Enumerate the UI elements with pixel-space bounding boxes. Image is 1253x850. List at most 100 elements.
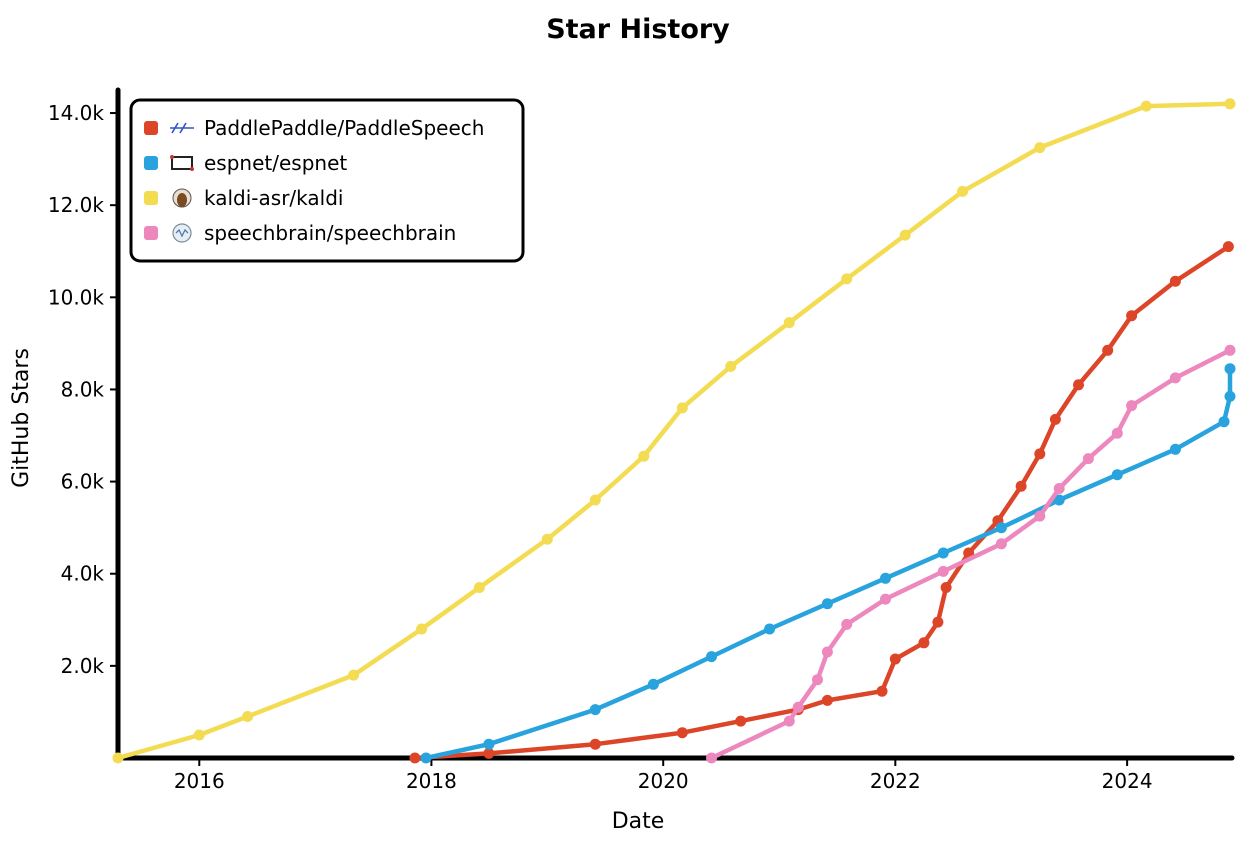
legend-swatch bbox=[144, 226, 158, 240]
data-point bbox=[676, 727, 688, 739]
data-point bbox=[638, 450, 650, 462]
data-point bbox=[416, 623, 428, 635]
data-point bbox=[112, 752, 124, 764]
data-point bbox=[725, 360, 737, 372]
data-point bbox=[899, 229, 911, 241]
data-point bbox=[1073, 379, 1084, 391]
series-line bbox=[423, 366, 1233, 761]
data-point bbox=[1049, 413, 1061, 425]
data-point bbox=[483, 747, 495, 759]
data-point bbox=[995, 538, 1007, 550]
data-point bbox=[841, 618, 853, 630]
data-point bbox=[1082, 453, 1094, 465]
data-point bbox=[1126, 400, 1138, 412]
data-point bbox=[783, 317, 795, 329]
x-tick-label: 2024 bbox=[1102, 769, 1153, 793]
data-point bbox=[995, 522, 1007, 534]
data-point bbox=[841, 273, 853, 285]
data-point bbox=[647, 678, 659, 690]
data-point bbox=[483, 738, 495, 750]
data-point bbox=[420, 752, 432, 764]
x-tick-label: 2022 bbox=[870, 769, 921, 793]
data-point bbox=[706, 752, 717, 764]
data-point bbox=[676, 402, 688, 414]
data-point bbox=[541, 533, 553, 545]
series-lines bbox=[112, 98, 1236, 764]
legend-label: espnet/espnet bbox=[204, 151, 347, 175]
data-point bbox=[1169, 372, 1181, 384]
legend-item: speechbrain/speechbrain bbox=[144, 221, 456, 245]
data-point bbox=[783, 715, 795, 727]
data-point bbox=[889, 653, 901, 665]
y-tick-label: 8.0k bbox=[61, 377, 105, 401]
legend-label: speechbrain/speechbrain bbox=[204, 221, 456, 245]
kaldi-avatar-icon bbox=[172, 188, 192, 208]
data-point bbox=[937, 547, 949, 559]
data-point bbox=[1224, 98, 1236, 110]
data-point bbox=[589, 704, 601, 716]
legend-item: espnet/espnet bbox=[144, 151, 347, 175]
legend-swatch bbox=[144, 156, 158, 170]
series-0 bbox=[409, 241, 1234, 764]
data-point bbox=[792, 701, 804, 713]
data-point bbox=[1034, 510, 1046, 522]
legend-item: kaldi-asr/kaldi bbox=[144, 186, 343, 210]
y-tick-label: 4.0k bbox=[61, 562, 105, 586]
data-point bbox=[1224, 390, 1236, 402]
series-2 bbox=[112, 98, 1236, 764]
data-point bbox=[348, 669, 360, 681]
data-point bbox=[821, 598, 833, 610]
data-point bbox=[880, 593, 891, 605]
data-point bbox=[812, 674, 823, 686]
data-point bbox=[932, 616, 944, 628]
y-axis-ticks: 2.0k 4.0k 6.0k 8.0k 10.0k 12.0k 14.0k bbox=[48, 101, 118, 678]
data-point bbox=[821, 646, 833, 658]
y-tick-label: 10.0k bbox=[48, 285, 105, 309]
data-point bbox=[242, 711, 254, 722]
data-point bbox=[1111, 427, 1123, 439]
data-point bbox=[1102, 344, 1114, 356]
chart-title: Star History bbox=[546, 14, 730, 45]
y-tick-label: 2.0k bbox=[61, 654, 105, 678]
data-point bbox=[876, 685, 888, 697]
paddlespeech-avatar-icon bbox=[170, 122, 194, 134]
data-point bbox=[589, 494, 601, 506]
data-point bbox=[193, 729, 205, 741]
espnet-avatar-icon bbox=[170, 155, 194, 171]
series-line bbox=[412, 244, 1231, 761]
data-point bbox=[957, 185, 969, 197]
legend-label: PaddlePaddle/PaddleSpeech bbox=[204, 116, 484, 140]
data-point bbox=[937, 565, 949, 577]
legend-swatch bbox=[144, 121, 158, 135]
data-point bbox=[1034, 448, 1046, 460]
data-point bbox=[1015, 480, 1027, 492]
x-tick-label: 2020 bbox=[638, 769, 689, 793]
data-point bbox=[1222, 241, 1234, 253]
legend-swatch bbox=[144, 191, 158, 205]
series-line bbox=[115, 101, 1233, 761]
legend-box bbox=[129, 98, 525, 263]
data-point bbox=[940, 582, 952, 593]
data-point bbox=[409, 752, 421, 764]
x-tick-label: 2018 bbox=[406, 769, 457, 793]
legend-item: PaddlePaddle/PaddleSpeech bbox=[144, 116, 484, 140]
y-axis-title: GitHub Stars bbox=[9, 348, 34, 488]
data-point bbox=[764, 623, 776, 635]
legend-label: kaldi-asr/kaldi bbox=[204, 186, 343, 210]
data-point bbox=[1218, 416, 1230, 428]
data-point bbox=[473, 582, 485, 593]
data-point bbox=[918, 637, 930, 649]
y-tick-label: 12.0k bbox=[48, 193, 105, 217]
series-3 bbox=[706, 344, 1236, 764]
speechbrain-avatar-icon bbox=[172, 223, 192, 243]
data-point bbox=[589, 738, 601, 750]
series-1 bbox=[420, 363, 1236, 764]
data-point bbox=[1169, 275, 1181, 287]
y-tick-label: 14.0k bbox=[48, 101, 105, 125]
data-point bbox=[1169, 443, 1181, 455]
data-point bbox=[821, 694, 833, 706]
data-point bbox=[1034, 142, 1046, 154]
y-tick-label: 6.0k bbox=[61, 470, 105, 494]
data-point bbox=[735, 715, 747, 727]
